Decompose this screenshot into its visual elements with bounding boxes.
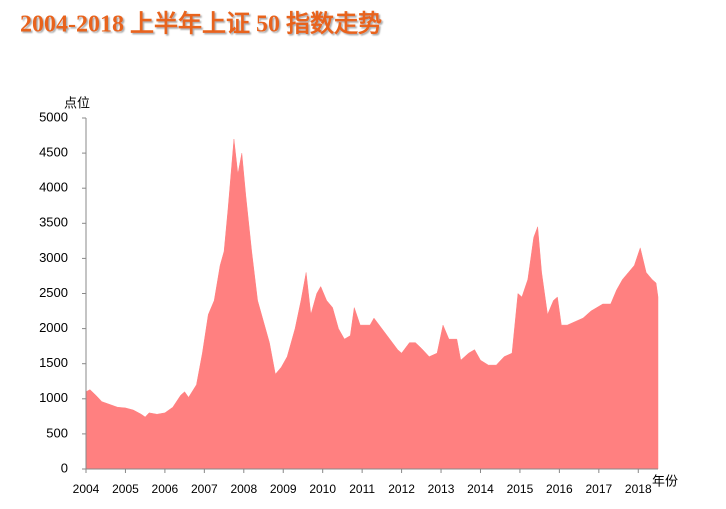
y-tick-label: 4500: [39, 145, 68, 160]
x-tick-label: 2011: [349, 482, 375, 496]
y-tick-label: 4000: [39, 180, 68, 195]
chart-title: 2004-2018 上半年上证 50 指数走势: [20, 10, 382, 38]
y-tick-label: 1500: [39, 355, 68, 370]
y-axis-label: 点位: [64, 95, 90, 110]
x-tick-label: 2005: [112, 482, 139, 496]
y-tick-label: 5000: [39, 109, 68, 124]
x-tick-label: 2012: [388, 482, 415, 496]
x-tick-label: 2014: [467, 482, 494, 496]
x-tick-label: 2007: [191, 482, 218, 496]
x-tick-label: 2006: [152, 482, 179, 496]
y-tick-label: 2500: [39, 285, 68, 300]
x-tick-label: 2004: [73, 482, 100, 496]
y-tick-label: 2000: [39, 320, 68, 335]
x-tick-label: 2015: [507, 482, 534, 496]
x-tick-label: 2016: [546, 482, 573, 496]
x-tick-label: 2013: [428, 482, 455, 496]
x-tick-label: 2010: [309, 482, 336, 496]
y-tick-label: 0: [61, 460, 68, 475]
x-tick-label: 2008: [230, 482, 257, 496]
y-tick-label: 3000: [39, 250, 68, 265]
x-tick-label: 2017: [585, 482, 612, 496]
y-tick-label: 1000: [39, 390, 68, 405]
y-tick-label: 3500: [39, 215, 68, 230]
x-axis-label: 年份: [652, 473, 678, 488]
y-tick-label: 500: [46, 425, 68, 440]
x-tick-label: 2009: [270, 482, 297, 496]
area: [85, 139, 659, 470]
x-tick-label: 2018: [625, 482, 652, 496]
